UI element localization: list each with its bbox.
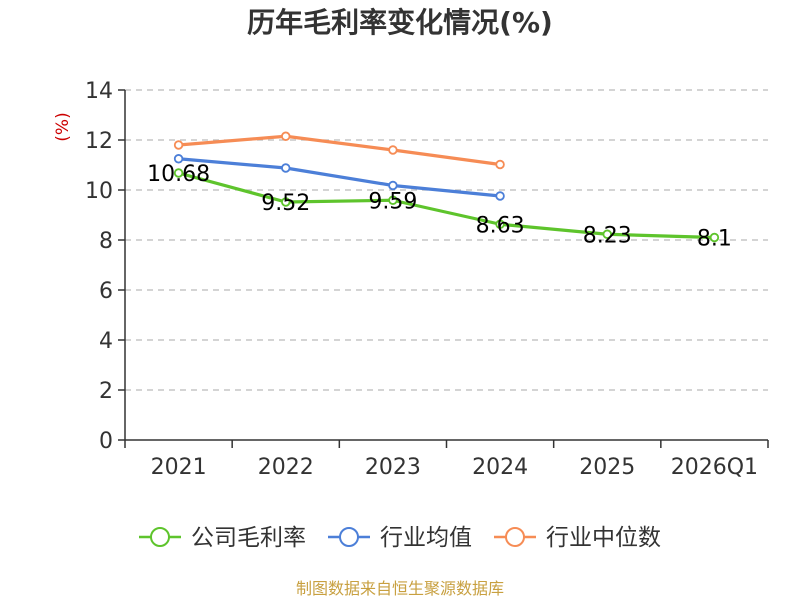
data-point [709,232,720,243]
series-1 [173,168,720,243]
y-tick-label: 12 [85,129,113,154]
legend-marker [339,527,359,547]
y-tick-label: 2 [99,379,113,404]
y-tick-labels: 0 2 4 6 8 10 12 14 [85,79,113,454]
y-tick-label: 10 [85,179,113,204]
data-label: 8.1 [697,227,732,252]
data-point [388,145,398,155]
source-note: 制图数据来自恒生聚源数据库 [296,579,504,598]
data-point [173,168,184,178]
data-labels: 10.68 9.52 9.59 8.63 8.23 8.1 [147,162,732,252]
data-point [495,191,505,201]
legend-label: 行业均值 [380,525,472,551]
data-point [281,163,291,173]
x-tick-label: 2022 [258,455,314,480]
x-tick-label: 2026Q1 [671,455,758,480]
legend-item[interactable]: 行业均值 [328,525,472,551]
data-point [602,229,612,239]
y-axis-unit-label: (%) [53,112,73,141]
axes [118,89,769,448]
chart-title: 历年毛利率变化情况(%) [247,6,553,39]
data-label: 9.52 [261,191,310,216]
data-point [495,159,505,170]
data-label: 10.68 [147,162,210,187]
data-point [388,195,398,205]
y-tick-label: 8 [99,229,113,254]
series-2 [173,154,505,201]
x-tick-label: 2024 [472,455,528,480]
y-tick-label: 6 [99,279,113,304]
data-label: 8.23 [583,223,632,248]
data-point [281,131,291,141]
x-tick-labels: 2021 2022 2023 2024 2025 2026Q1 [151,455,758,480]
legend-item[interactable]: 行业中位数 [494,525,661,551]
data-label: 9.59 [368,189,417,214]
series-line [176,171,717,240]
series-3 [173,131,505,170]
x-tick-label: 2021 [151,455,207,480]
data-point [495,219,505,229]
y-tick-label: 4 [99,329,113,354]
legend-marker [505,527,525,547]
legend-label: 公司毛利率 [191,525,306,551]
grid-lines [125,89,768,391]
x-tick-label: 2023 [365,455,421,480]
data-point [281,197,291,207]
data-point [173,140,184,150]
series-line [176,134,502,167]
series [173,131,720,243]
y-tick-label: 14 [85,79,113,104]
y-tick-label: 0 [99,429,113,454]
legend-label: 行业中位数 [546,525,661,551]
data-point [173,154,184,164]
legend-item[interactable]: 公司毛利率 [139,525,306,551]
x-tick-label: 2025 [579,455,635,480]
data-point [388,180,398,191]
series-line [176,157,502,198]
legend-marker [150,527,170,547]
legend[interactable]: 公司毛利率 行业均值 行业中位数 [139,525,661,551]
data-label: 8.63 [476,213,525,238]
